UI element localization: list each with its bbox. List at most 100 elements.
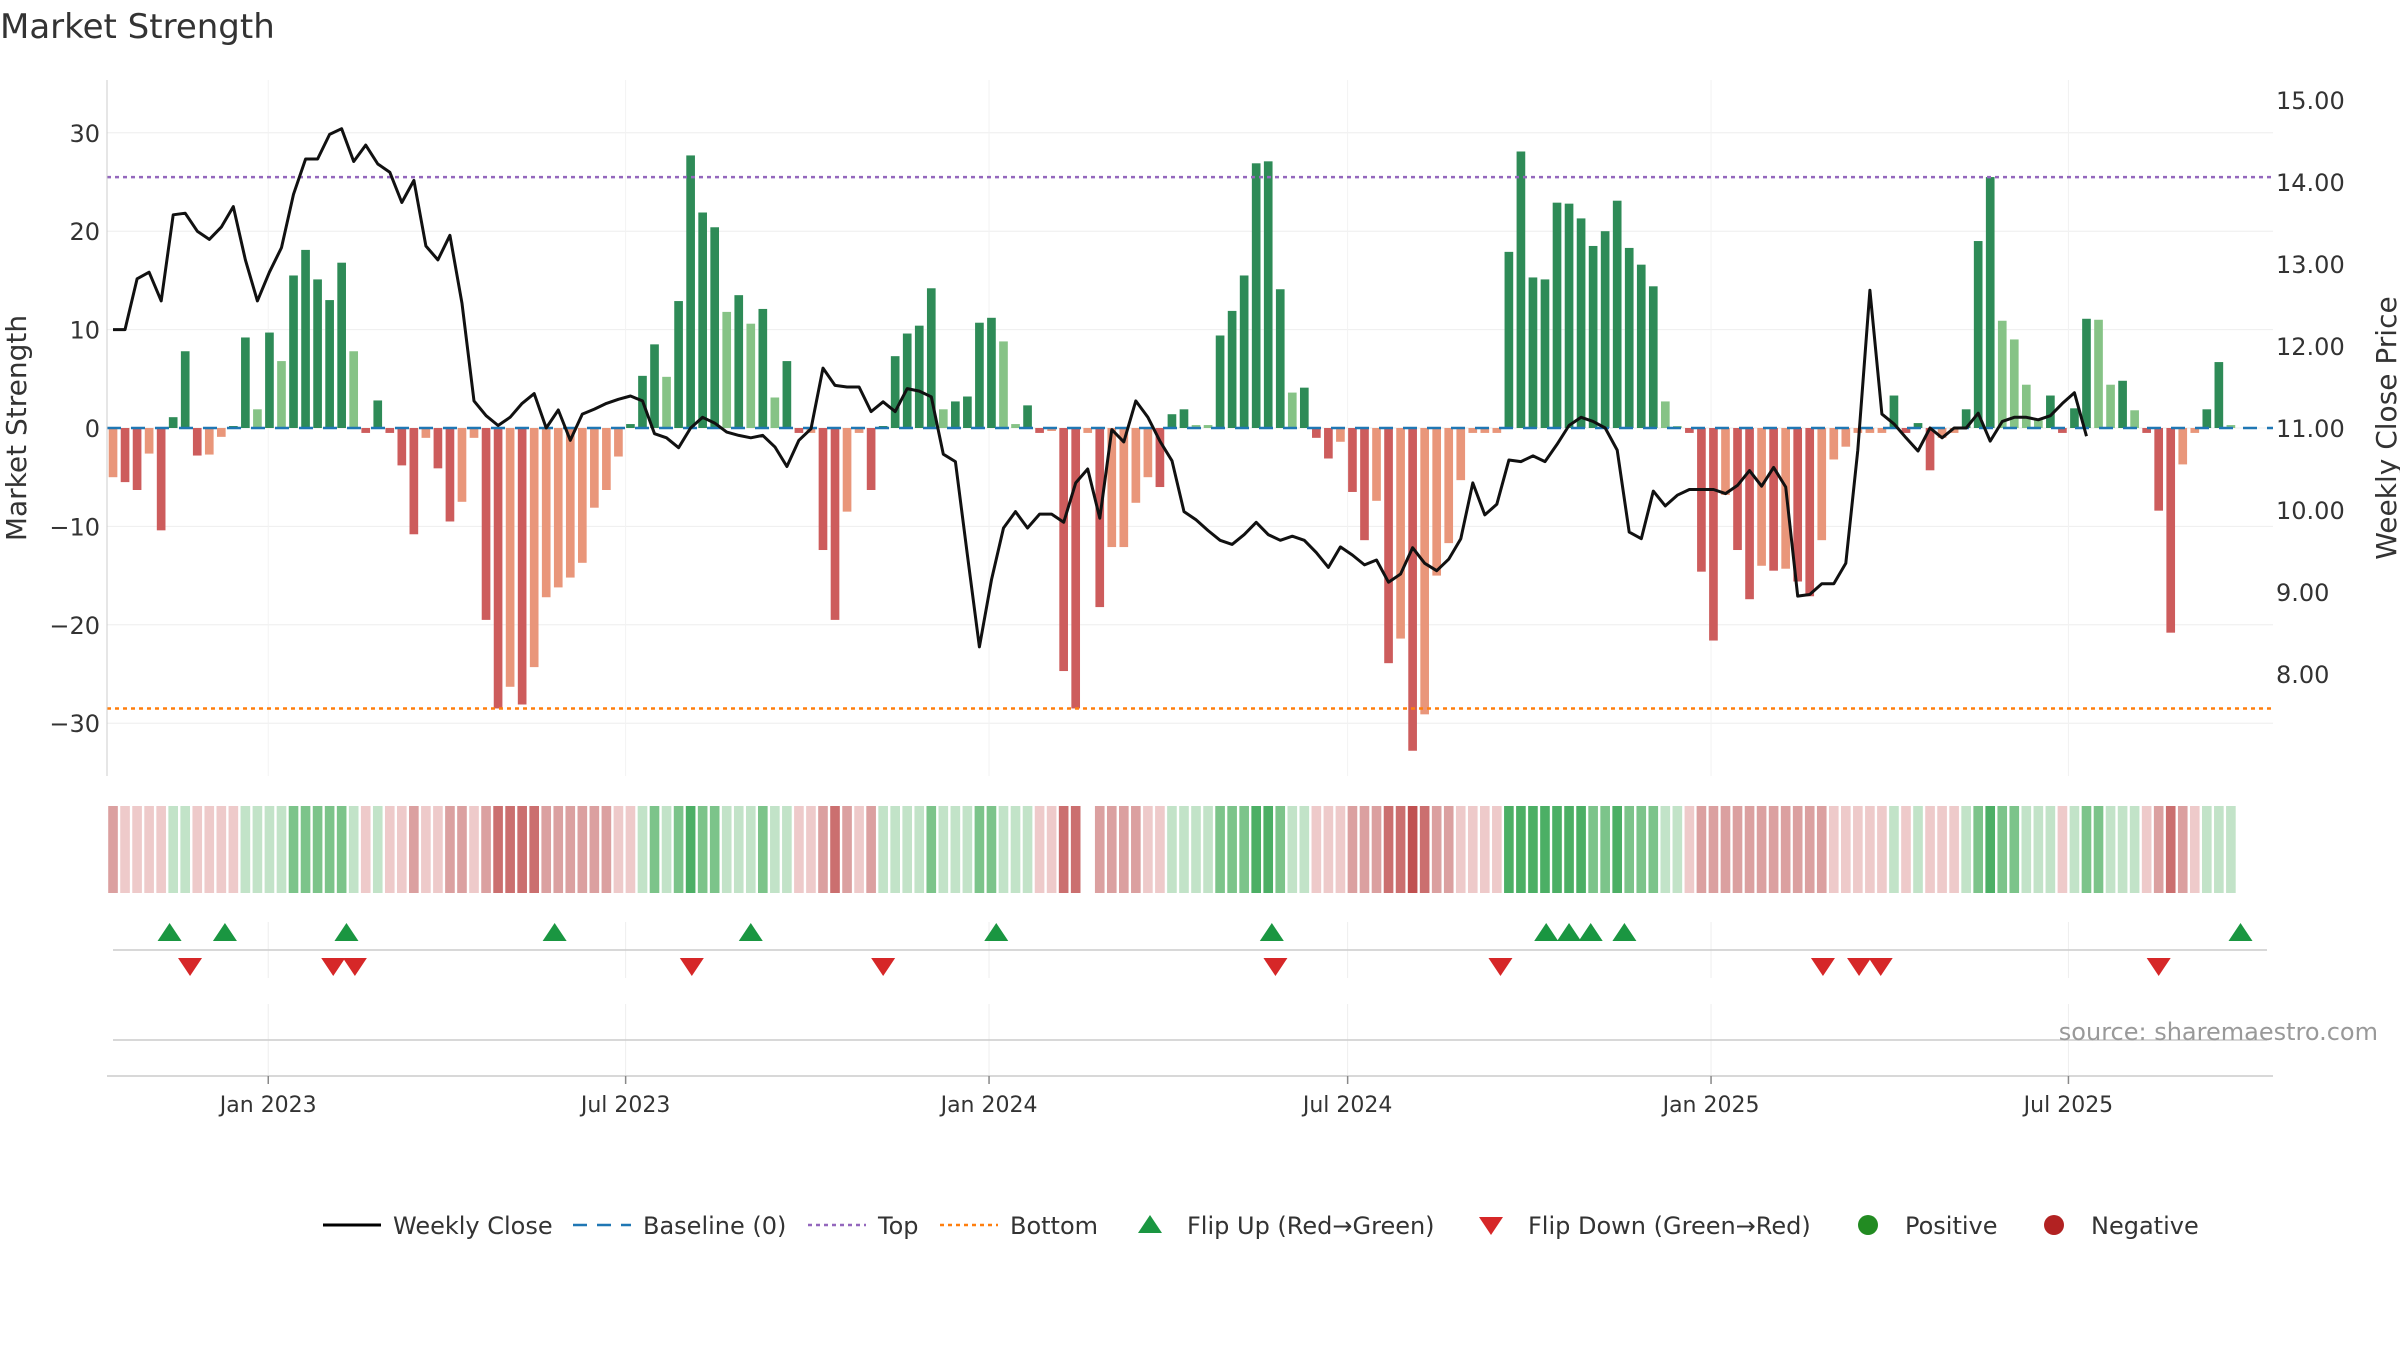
y-tick-label: −30 bbox=[49, 710, 100, 738]
strength-bar bbox=[553, 428, 563, 588]
strip-cell bbox=[733, 806, 744, 893]
strip-cell bbox=[1949, 806, 1959, 893]
strength-bar bbox=[1239, 275, 1249, 428]
strength-bar bbox=[277, 361, 286, 428]
strength-bar bbox=[1143, 428, 1153, 478]
strip-cell bbox=[2165, 806, 2176, 893]
strength-bar bbox=[373, 400, 383, 428]
strip-cell bbox=[2153, 806, 2164, 893]
strength-bar bbox=[2130, 410, 2139, 428]
strength-bar bbox=[1324, 428, 1333, 459]
strength-bar bbox=[385, 428, 395, 433]
strength-bar bbox=[2106, 384, 2115, 428]
state-strip bbox=[108, 806, 2236, 893]
strength-bar bbox=[1047, 428, 1056, 431]
strip-cell bbox=[132, 806, 142, 893]
strip-cell bbox=[1203, 806, 1213, 893]
strength-bar bbox=[1624, 247, 1634, 428]
strip-cell bbox=[685, 806, 696, 893]
y2-tick-label: 12.00 bbox=[2276, 333, 2345, 361]
legend-swatch bbox=[1858, 1215, 1878, 1235]
strength-bar bbox=[1865, 428, 1875, 433]
strength-bar bbox=[2058, 428, 2067, 433]
strength-bar bbox=[2178, 428, 2188, 465]
flip-up-marker bbox=[212, 923, 237, 941]
strength-bar bbox=[1817, 428, 1827, 541]
flip-up-marker bbox=[1612, 923, 1637, 941]
strength-bar bbox=[1877, 428, 1887, 433]
strength-bar bbox=[914, 325, 924, 428]
y-tick-label: 30 bbox=[69, 120, 100, 148]
strip-cell bbox=[1600, 806, 1610, 893]
strength-bar bbox=[397, 428, 407, 466]
strength-bar bbox=[1444, 428, 1454, 544]
strip-cell bbox=[661, 806, 672, 893]
strip-cell bbox=[962, 806, 973, 893]
strip-cell bbox=[625, 806, 636, 893]
strip-cell bbox=[613, 806, 624, 893]
strip-cell bbox=[1335, 806, 1346, 893]
strength-bar bbox=[1119, 428, 1129, 548]
legend-swatch bbox=[2044, 1215, 2064, 1235]
strip-cell bbox=[2202, 806, 2212, 893]
y-tick-label: 10 bbox=[69, 317, 100, 345]
strength-bar bbox=[1492, 428, 1502, 433]
strength-bar bbox=[866, 428, 876, 490]
strength-bar bbox=[1336, 428, 1345, 442]
flip-down-marker bbox=[1810, 958, 1835, 976]
strip-cell bbox=[1407, 806, 1418, 893]
strength-bar bbox=[1540, 279, 1550, 428]
strip-cell bbox=[457, 806, 467, 893]
strip-cell bbox=[878, 806, 888, 893]
y2-axis-label: Weekly Close Price bbox=[2370, 296, 2400, 559]
strength-bar bbox=[108, 428, 118, 478]
strip-cell bbox=[1467, 806, 1478, 893]
strength-bar bbox=[1973, 241, 1983, 428]
source-credit: source: sharemaestro.com bbox=[2059, 1018, 2378, 1046]
strength-bar bbox=[1841, 428, 1851, 447]
strength-bar bbox=[2070, 408, 2079, 428]
flip-down-marker bbox=[321, 958, 346, 976]
strength-bar bbox=[590, 428, 599, 508]
strength-bar bbox=[1889, 395, 1899, 428]
strength-bar bbox=[1299, 387, 1309, 428]
flip-down-marker bbox=[2146, 958, 2171, 976]
strength-bar bbox=[830, 428, 840, 620]
strip-cell bbox=[1323, 806, 1334, 893]
strip-cell bbox=[2033, 806, 2044, 893]
legend-item: Baseline (0) bbox=[573, 1212, 786, 1240]
strip-cell bbox=[758, 806, 768, 893]
strength-bar bbox=[698, 212, 707, 428]
strip-cell bbox=[1215, 806, 1225, 893]
strip-cell bbox=[2009, 806, 2020, 893]
flip-down-marker bbox=[679, 958, 704, 976]
strip-cell bbox=[950, 806, 961, 893]
strip-cell bbox=[288, 806, 299, 893]
strength-bar bbox=[1251, 163, 1261, 428]
legend-label: Positive bbox=[1905, 1212, 1998, 1240]
strip-cell bbox=[1889, 806, 1899, 893]
flip-up-marker bbox=[1578, 923, 1603, 941]
strength-bar bbox=[1697, 428, 1706, 572]
strip-cell bbox=[1167, 806, 1177, 893]
strip-cell bbox=[721, 806, 732, 893]
strength-bar bbox=[963, 396, 972, 428]
strength-bar bbox=[301, 249, 310, 428]
strength-bar bbox=[1179, 409, 1189, 428]
strength-bar bbox=[746, 323, 756, 428]
strip-cell bbox=[1263, 806, 1274, 893]
legend-label: Top bbox=[877, 1212, 919, 1240]
strip-cell bbox=[1828, 806, 1839, 893]
strip-cell bbox=[902, 806, 913, 893]
strip-cell bbox=[1648, 806, 1659, 893]
strip-cell bbox=[914, 806, 925, 893]
legend-item: Flip Up (Red→Green) bbox=[1138, 1212, 1435, 1240]
legend-swatch bbox=[1479, 1217, 1503, 1235]
strength-bar bbox=[1360, 428, 1369, 541]
strength-bar bbox=[794, 428, 804, 433]
strip-cell bbox=[517, 806, 527, 893]
strip-cell bbox=[1143, 806, 1153, 893]
y2-tick-label: 10.00 bbox=[2276, 497, 2345, 525]
strength-bar bbox=[1576, 218, 1586, 428]
strength-bar bbox=[505, 428, 515, 687]
